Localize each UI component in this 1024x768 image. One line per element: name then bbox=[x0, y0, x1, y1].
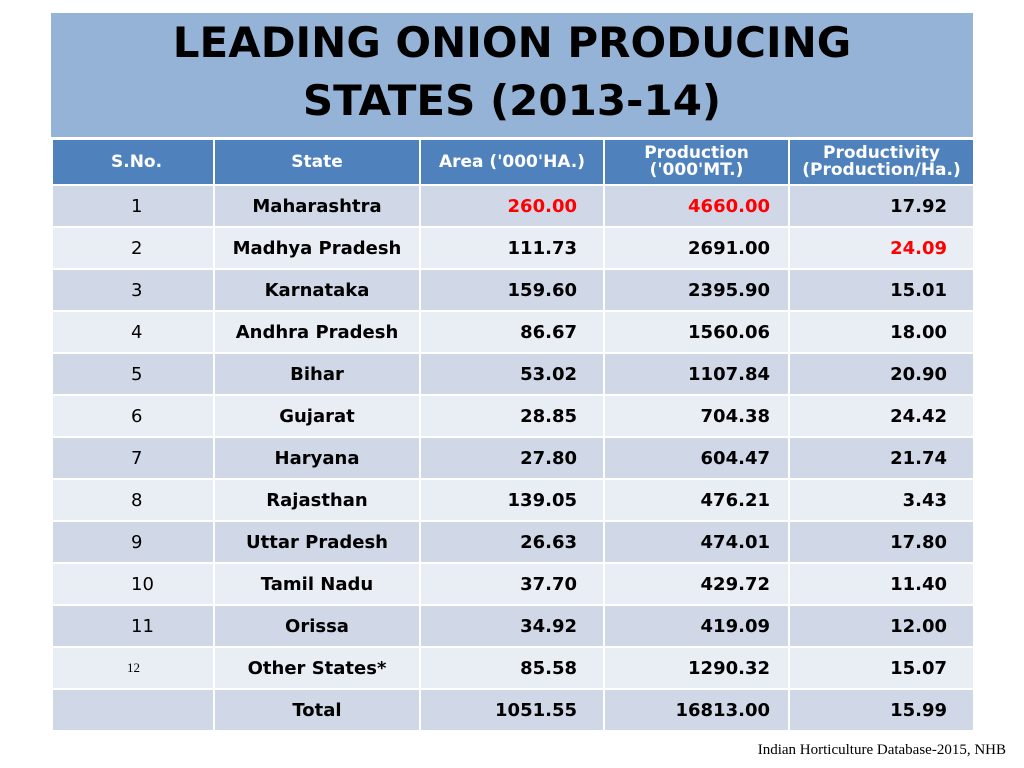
cell-state: Madhya Pradesh bbox=[213, 226, 421, 270]
table-row: 5 Bihar 53.02 1107.84 20.90 bbox=[51, 352, 975, 396]
table-header-row: S.No. State Area ('000'HA.) Production (… bbox=[51, 138, 975, 186]
cell-area: 139.05 bbox=[419, 478, 605, 522]
cell-area: 28.85 bbox=[419, 394, 605, 438]
cell-total-productivity: 15.99 bbox=[788, 688, 975, 732]
cell-state: Gujarat bbox=[213, 394, 421, 438]
cell-production: 429.72 bbox=[603, 562, 790, 606]
cell-production: 704.38 bbox=[603, 394, 790, 438]
cell-sno: 4 bbox=[51, 310, 215, 354]
cell-sno: 6 bbox=[51, 394, 215, 438]
onion-production-table: S.No. State Area ('000'HA.) Production (… bbox=[51, 138, 975, 732]
cell-sno: 7 bbox=[51, 436, 215, 480]
cell-state: Maharashtra bbox=[213, 184, 421, 228]
cell-productivity: 15.01 bbox=[788, 268, 975, 312]
cell-state: Orissa bbox=[213, 604, 421, 648]
cell-productivity: 12.00 bbox=[788, 604, 975, 648]
header-production-line1: Production bbox=[644, 143, 749, 163]
source-citation: Indian Horticulture Database-2015, NHB bbox=[757, 742, 1006, 758]
cell-production: 4660.00 bbox=[603, 184, 790, 228]
cell-production: 476.21 bbox=[603, 478, 790, 522]
title-band bbox=[51, 13, 973, 137]
cell-productivity: 24.42 bbox=[788, 394, 975, 438]
cell-production: 2691.00 bbox=[603, 226, 790, 270]
cell-area: 53.02 bbox=[419, 352, 605, 396]
cell-productivity: 3.43 bbox=[788, 478, 975, 522]
cell-area: 27.80 bbox=[419, 436, 605, 480]
header-productivity: Productivity (Production/Ha.) bbox=[788, 138, 975, 186]
cell-production: 1560.06 bbox=[603, 310, 790, 354]
table-row: 3 Karnataka 159.60 2395.90 15.01 bbox=[51, 268, 975, 312]
cell-state: Haryana bbox=[213, 436, 421, 480]
table-row: 7 Haryana 27.80 604.47 21.74 bbox=[51, 436, 975, 480]
cell-productivity: 17.80 bbox=[788, 520, 975, 564]
cell-state: Other States* bbox=[213, 646, 421, 690]
cell-area: 37.70 bbox=[419, 562, 605, 606]
cell-productivity: 18.00 bbox=[788, 310, 975, 354]
cell-sno: 3 bbox=[51, 268, 215, 312]
cell-sno: 11 bbox=[51, 604, 215, 648]
cell-production: 1107.84 bbox=[603, 352, 790, 396]
header-productivity-line1: Productivity bbox=[823, 143, 940, 163]
table-row: 6 Gujarat 28.85 704.38 24.42 bbox=[51, 394, 975, 438]
cell-production: 604.47 bbox=[603, 436, 790, 480]
table-row: 4 Andhra Pradesh 86.67 1560.06 18.00 bbox=[51, 310, 975, 354]
page-title: LEADING ONION PRODUCING STATES (2013-14) bbox=[51, 14, 973, 130]
cell-sno: 5 bbox=[51, 352, 215, 396]
cell-state: Rajasthan bbox=[213, 478, 421, 522]
table-row: 12 Other States* 85.58 1290.32 15.07 bbox=[51, 646, 975, 690]
table-row: 8 Rajasthan 139.05 476.21 3.43 bbox=[51, 478, 975, 522]
title-line-2: STATES (2013-14) bbox=[302, 76, 722, 125]
cell-sno: 2 bbox=[51, 226, 215, 270]
cell-sno: 8 bbox=[51, 478, 215, 522]
cell-area: 26.63 bbox=[419, 520, 605, 564]
cell-total-production: 16813.00 bbox=[603, 688, 790, 732]
cell-total-area: 1051.55 bbox=[419, 688, 605, 732]
cell-productivity: 24.09 bbox=[788, 226, 975, 270]
cell-productivity: 11.40 bbox=[788, 562, 975, 606]
cell-area: 260.00 bbox=[419, 184, 605, 228]
table-row: 10 Tamil Nadu 37.70 429.72 11.40 bbox=[51, 562, 975, 606]
cell-state: Karnataka bbox=[213, 268, 421, 312]
cell-area: 34.92 bbox=[419, 604, 605, 648]
cell-sno-empty bbox=[51, 688, 215, 732]
table-row: 9 Uttar Pradesh 26.63 474.01 17.80 bbox=[51, 520, 975, 564]
cell-area: 111.73 bbox=[419, 226, 605, 270]
cell-sno: 12 bbox=[51, 646, 215, 690]
header-production: Production ('000'MT.) bbox=[603, 138, 790, 186]
total-row: Total 1051.55 16813.00 15.99 bbox=[51, 688, 975, 732]
cell-sno: 1 bbox=[51, 184, 215, 228]
header-production-line2: ('000'MT.) bbox=[649, 160, 744, 180]
cell-production: 474.01 bbox=[603, 520, 790, 564]
cell-state: Bihar bbox=[213, 352, 421, 396]
cell-production: 2395.90 bbox=[603, 268, 790, 312]
table-row: 1 Maharashtra 260.00 4660.00 17.92 bbox=[51, 184, 975, 228]
header-sno: S.No. bbox=[51, 138, 215, 186]
cell-area: 85.58 bbox=[419, 646, 605, 690]
cell-productivity: 21.74 bbox=[788, 436, 975, 480]
cell-state: Andhra Pradesh bbox=[213, 310, 421, 354]
table-row: 11 Orissa 34.92 419.09 12.00 bbox=[51, 604, 975, 648]
cell-sno: 9 bbox=[51, 520, 215, 564]
cell-area: 86.67 bbox=[419, 310, 605, 354]
cell-production: 1290.32 bbox=[603, 646, 790, 690]
cell-production: 419.09 bbox=[603, 604, 790, 648]
header-state: State bbox=[213, 138, 421, 186]
cell-state: Tamil Nadu bbox=[213, 562, 421, 606]
cell-area: 159.60 bbox=[419, 268, 605, 312]
cell-productivity: 17.92 bbox=[788, 184, 975, 228]
cell-productivity: 20.90 bbox=[788, 352, 975, 396]
cell-total-label: Total bbox=[213, 688, 421, 732]
header-area: Area ('000'HA.) bbox=[419, 138, 605, 186]
cell-sno: 10 bbox=[51, 562, 215, 606]
table-row: 2 Madhya Pradesh 111.73 2691.00 24.09 bbox=[51, 226, 975, 270]
cell-state: Uttar Pradesh bbox=[213, 520, 421, 564]
cell-productivity: 15.07 bbox=[788, 646, 975, 690]
title-line-1: LEADING ONION PRODUCING bbox=[172, 18, 852, 67]
header-productivity-line2: (Production/Ha.) bbox=[802, 160, 961, 180]
